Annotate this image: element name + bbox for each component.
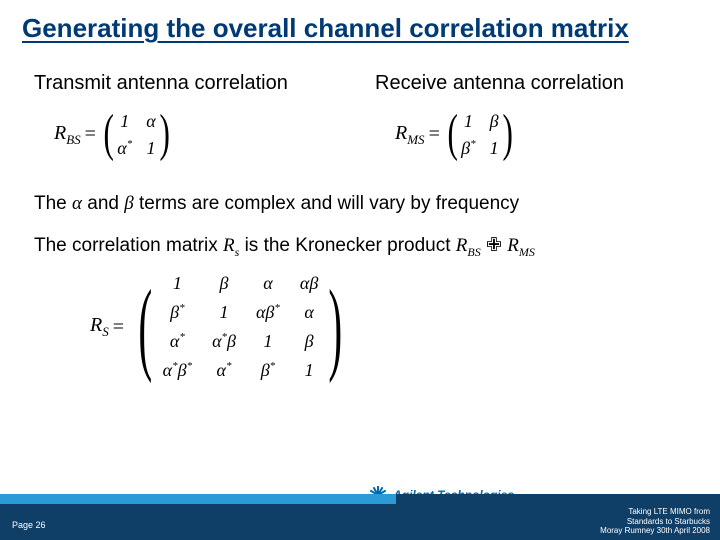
footer-bar bbox=[0, 494, 720, 504]
paren-left: ( bbox=[447, 111, 457, 158]
matrix-cell: β* bbox=[461, 138, 475, 159]
matrix-cell: 1 bbox=[163, 273, 192, 294]
receive-matrix: RMS = ( 1 β β* 1 ) bbox=[375, 111, 686, 159]
footer-line: Standards to Starbucks bbox=[600, 517, 710, 527]
matrix-cell: α bbox=[146, 111, 155, 132]
body-line-1: The α and β terms are complex and will v… bbox=[0, 191, 720, 218]
matrix-cell: α* bbox=[212, 360, 236, 381]
rs-matrix: RS = ( 1βααββ*1αβ*αα*α*β1βα*β*α*β*1 ) bbox=[0, 273, 720, 381]
matrix-cell: 1 bbox=[212, 302, 236, 323]
receive-column: Receive antenna correlation RMS = ( 1 β … bbox=[375, 72, 686, 159]
paren-left: ( bbox=[103, 111, 113, 158]
rms-symbol: R bbox=[395, 122, 407, 144]
rbs-sub: BS bbox=[66, 132, 80, 147]
body-line-2: The correlation matrix Rs is the Kroneck… bbox=[0, 233, 720, 261]
matrix-cell: αβ bbox=[300, 273, 318, 294]
matrix-cell: α* bbox=[163, 331, 192, 352]
equals-sign: = bbox=[85, 123, 96, 146]
matrix-cell: α bbox=[256, 273, 280, 294]
columns: Transmit antenna correlation RBS = ( 1 α… bbox=[0, 72, 720, 159]
footer-right-text: Taking LTE MIMO from Standards to Starbu… bbox=[600, 507, 710, 536]
equals-sign: = bbox=[113, 316, 124, 339]
matrix-cell: 1 bbox=[300, 360, 318, 381]
footer-line: Moray Rumney 30th April 2008 bbox=[600, 526, 710, 536]
matrix-cell: β* bbox=[256, 360, 280, 381]
matrix-cell: β bbox=[300, 331, 318, 352]
rs-sub: S bbox=[102, 324, 109, 339]
transmit-column: Transmit antenna correlation RBS = ( 1 α… bbox=[34, 72, 345, 159]
footer-line: Taking LTE MIMO from bbox=[600, 507, 710, 517]
slide-title: Generating the overall channel correlati… bbox=[0, 0, 720, 44]
transmit-heading: Transmit antenna correlation bbox=[34, 72, 345, 95]
matrix-cell: β bbox=[212, 273, 236, 294]
receive-heading: Receive antenna correlation bbox=[375, 72, 686, 95]
matrix-cell: α* bbox=[117, 138, 132, 159]
matrix-cell: α*β bbox=[212, 331, 236, 352]
rms-sub: MS bbox=[407, 132, 424, 147]
paren-right: ) bbox=[159, 111, 169, 158]
footer: Page 26 Taking LTE MIMO from Standards t… bbox=[0, 494, 720, 540]
equals-sign: = bbox=[429, 123, 440, 146]
page-number: Page 26 bbox=[12, 520, 46, 530]
matrix-cell: αβ* bbox=[256, 302, 280, 323]
transmit-matrix: RBS = ( 1 α α* 1 ) bbox=[34, 111, 345, 159]
paren-right: ) bbox=[329, 283, 343, 371]
matrix-cell: 1 bbox=[461, 111, 475, 132]
matrix-cell: 1 bbox=[256, 331, 280, 352]
matrix-cell: β bbox=[490, 111, 499, 132]
matrix-cell: 1 bbox=[490, 138, 499, 159]
rs-symbol: R bbox=[90, 314, 102, 336]
paren-right: ) bbox=[502, 111, 512, 158]
matrix-cell: β* bbox=[163, 302, 192, 323]
matrix-cell: α*β* bbox=[163, 360, 192, 381]
matrix-cell: α bbox=[300, 302, 318, 323]
matrix-cell: 1 bbox=[146, 138, 155, 159]
paren-left: ( bbox=[138, 283, 152, 371]
rbs-symbol: R bbox=[54, 122, 66, 144]
matrix-cell: 1 bbox=[117, 111, 132, 132]
